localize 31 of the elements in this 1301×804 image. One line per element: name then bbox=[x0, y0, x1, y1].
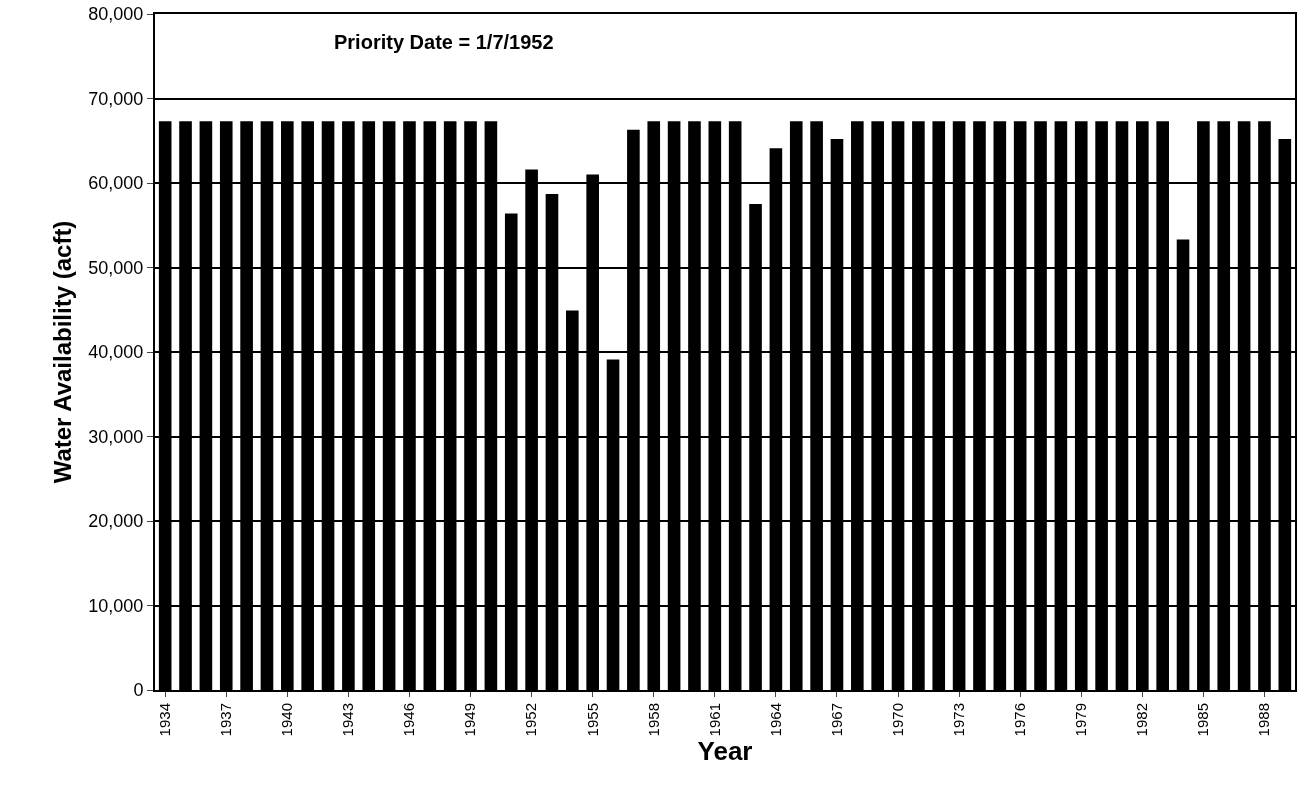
x-tick-label: 1970 bbox=[888, 703, 906, 737]
x-tick-label: 1946 bbox=[400, 703, 418, 737]
y-axis-title: Water Availability (acft) bbox=[48, 220, 76, 484]
x-axis-title: Year bbox=[697, 736, 753, 767]
y-tick-label: 0 bbox=[133, 680, 144, 701]
x-tick-label: 1949 bbox=[461, 703, 479, 737]
x-tick-label: 1982 bbox=[1133, 703, 1151, 737]
y-tick-label: 80,000 bbox=[88, 4, 144, 25]
y-tick-label: 40,000 bbox=[88, 342, 144, 363]
x-tick-label: 1985 bbox=[1194, 703, 1212, 737]
y-tick-label: 50,000 bbox=[88, 257, 144, 278]
x-tick-label: 1976 bbox=[1011, 703, 1029, 737]
x-tick-label: 1973 bbox=[949, 703, 967, 737]
annotation: Priority Date = 1/7/1952 bbox=[334, 31, 554, 53]
x-tick-label: 1964 bbox=[766, 703, 784, 737]
x-tick-label: 1937 bbox=[217, 703, 235, 737]
x-tick-label: 1952 bbox=[522, 703, 540, 737]
x-tick-label: 1958 bbox=[644, 703, 662, 737]
x-tick-label: 1967 bbox=[827, 703, 845, 737]
y-tick-label: 10,000 bbox=[88, 595, 144, 616]
x-tick-label: 1943 bbox=[339, 703, 357, 737]
x-tick-label: 1940 bbox=[278, 703, 296, 737]
x-tick-label: 1934 bbox=[156, 703, 174, 737]
x-tick-label: 1988 bbox=[1255, 703, 1273, 737]
x-tick-label: 1955 bbox=[583, 703, 601, 737]
y-tick-label: 20,000 bbox=[88, 511, 144, 532]
x-tick-label: 1979 bbox=[1072, 703, 1090, 737]
y-tick-label: 70,000 bbox=[88, 88, 144, 109]
y-tick-label: 30,000 bbox=[88, 426, 144, 447]
x-tick-label: 1961 bbox=[705, 703, 723, 737]
y-tick-label: 60,000 bbox=[88, 173, 144, 194]
